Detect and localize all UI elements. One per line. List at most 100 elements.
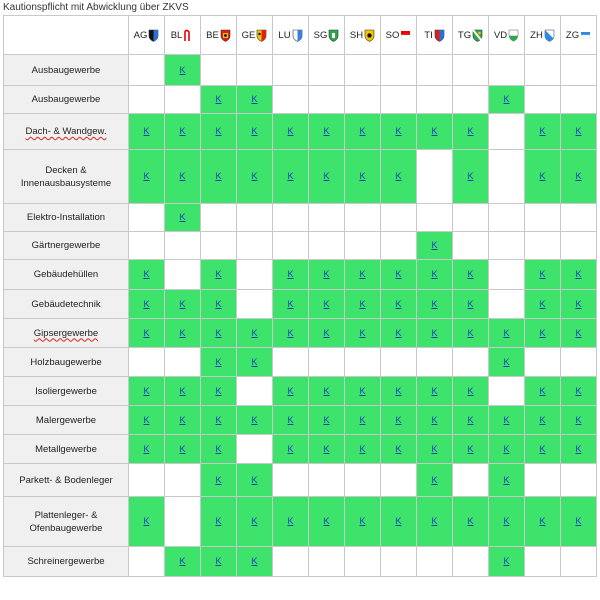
k-link[interactable]: K — [431, 298, 438, 309]
cell-ge[interactable]: K — [236, 405, 273, 435]
cell-sh[interactable]: K — [344, 149, 381, 204]
cell-bl[interactable]: K — [164, 289, 201, 319]
k-link[interactable]: K — [323, 126, 330, 136]
cell-be[interactable]: K — [200, 85, 237, 114]
cell-tg[interactable]: K — [452, 289, 489, 319]
cell-ge[interactable]: K — [236, 496, 273, 547]
cell-bl[interactable]: K — [164, 376, 201, 406]
k-link[interactable]: K — [359, 171, 366, 181]
k-link[interactable]: K — [467, 414, 474, 425]
k-link[interactable]: K — [359, 385, 366, 396]
cell-vd[interactable]: K — [488, 496, 525, 547]
cell-be[interactable]: K — [200, 376, 237, 406]
k-link[interactable]: K — [143, 414, 150, 425]
k-link[interactable]: K — [251, 327, 258, 338]
cell-tg[interactable]: K — [452, 405, 489, 435]
k-link[interactable]: K — [323, 516, 330, 526]
cell-zh[interactable]: K — [524, 113, 561, 150]
k-link[interactable]: K — [395, 327, 402, 338]
k-link[interactable]: K — [215, 126, 222, 136]
cell-ag[interactable]: K — [128, 149, 165, 204]
k-link[interactable]: K — [179, 64, 186, 75]
cell-zh[interactable]: K — [524, 318, 561, 348]
k-link[interactable]: K — [539, 443, 546, 454]
cell-ge[interactable]: K — [236, 85, 273, 114]
k-link[interactable]: K — [215, 516, 222, 526]
cell-zg[interactable]: K — [560, 318, 597, 348]
k-link[interactable]: K — [143, 443, 150, 454]
k-link[interactable]: K — [287, 327, 294, 338]
cell-sh[interactable]: K — [344, 376, 381, 406]
k-link[interactable]: K — [503, 94, 510, 104]
cell-so[interactable]: K — [380, 434, 417, 464]
k-link[interactable]: K — [215, 443, 222, 454]
k-link[interactable]: K — [431, 240, 438, 250]
cell-so[interactable]: K — [380, 289, 417, 319]
cell-zh[interactable]: K — [524, 259, 561, 290]
cell-ag[interactable]: K — [128, 113, 165, 150]
cell-zg[interactable]: K — [560, 405, 597, 435]
cell-zh[interactable]: K — [524, 149, 561, 204]
k-link[interactable]: K — [287, 126, 294, 136]
k-link[interactable]: K — [143, 269, 150, 279]
k-link[interactable]: K — [467, 126, 474, 136]
cell-zg[interactable]: K — [560, 496, 597, 547]
k-link[interactable]: K — [323, 269, 330, 279]
cell-be[interactable]: K — [200, 496, 237, 547]
cell-be[interactable]: K — [200, 463, 237, 497]
cell-be[interactable]: K — [200, 149, 237, 204]
k-link[interactable]: K — [251, 414, 258, 425]
cell-lu[interactable]: K — [272, 318, 309, 348]
cell-be[interactable]: K — [200, 347, 237, 377]
cell-bl[interactable]: K — [164, 113, 201, 150]
k-link[interactable]: K — [215, 94, 222, 104]
k-link[interactable]: K — [539, 298, 546, 309]
cell-ti[interactable]: K — [416, 318, 453, 348]
cell-sg[interactable]: K — [308, 149, 345, 204]
k-link[interactable]: K — [575, 443, 582, 454]
k-link[interactable]: K — [467, 385, 474, 396]
k-link[interactable]: K — [323, 414, 330, 425]
k-link[interactable]: K — [575, 171, 582, 181]
k-link[interactable]: K — [251, 126, 258, 136]
cell-zh[interactable]: K — [524, 434, 561, 464]
k-link[interactable]: K — [215, 298, 222, 309]
cell-sg[interactable]: K — [308, 113, 345, 150]
cell-lu[interactable]: K — [272, 376, 309, 406]
k-link[interactable]: K — [143, 327, 150, 338]
k-link[interactable]: K — [395, 171, 402, 181]
k-link[interactable]: K — [503, 414, 510, 425]
k-link[interactable]: K — [179, 171, 186, 181]
cell-be[interactable]: K — [200, 434, 237, 464]
cell-ti[interactable]: K — [416, 376, 453, 406]
cell-so[interactable]: K — [380, 496, 417, 547]
k-link[interactable]: K — [179, 556, 186, 566]
cell-so[interactable]: K — [380, 376, 417, 406]
k-link[interactable]: K — [539, 126, 546, 136]
k-link[interactable]: K — [539, 414, 546, 425]
k-link[interactable]: K — [179, 298, 186, 309]
cell-sh[interactable]: K — [344, 405, 381, 435]
cell-ag[interactable]: K — [128, 318, 165, 348]
cell-ge[interactable]: K — [236, 546, 273, 577]
k-link[interactable]: K — [539, 385, 546, 396]
cell-sh[interactable]: K — [344, 496, 381, 547]
cell-sg[interactable]: K — [308, 318, 345, 348]
k-link[interactable]: K — [179, 414, 186, 425]
k-link[interactable]: K — [539, 327, 546, 338]
cell-lu[interactable]: K — [272, 149, 309, 204]
cell-sg[interactable]: K — [308, 496, 345, 547]
k-link[interactable]: K — [215, 269, 222, 279]
k-link[interactable]: K — [215, 414, 222, 425]
k-link[interactable]: K — [287, 414, 294, 425]
k-link[interactable]: K — [431, 474, 438, 485]
cell-bl[interactable]: K — [164, 203, 201, 232]
k-link[interactable]: K — [359, 298, 366, 309]
cell-vd[interactable]: K — [488, 347, 525, 377]
cell-lu[interactable]: K — [272, 113, 309, 150]
k-link[interactable]: K — [143, 298, 150, 309]
k-link[interactable]: K — [179, 212, 186, 222]
cell-ti[interactable]: K — [416, 289, 453, 319]
k-link[interactable]: K — [215, 327, 222, 338]
k-link[interactable]: K — [215, 385, 222, 396]
